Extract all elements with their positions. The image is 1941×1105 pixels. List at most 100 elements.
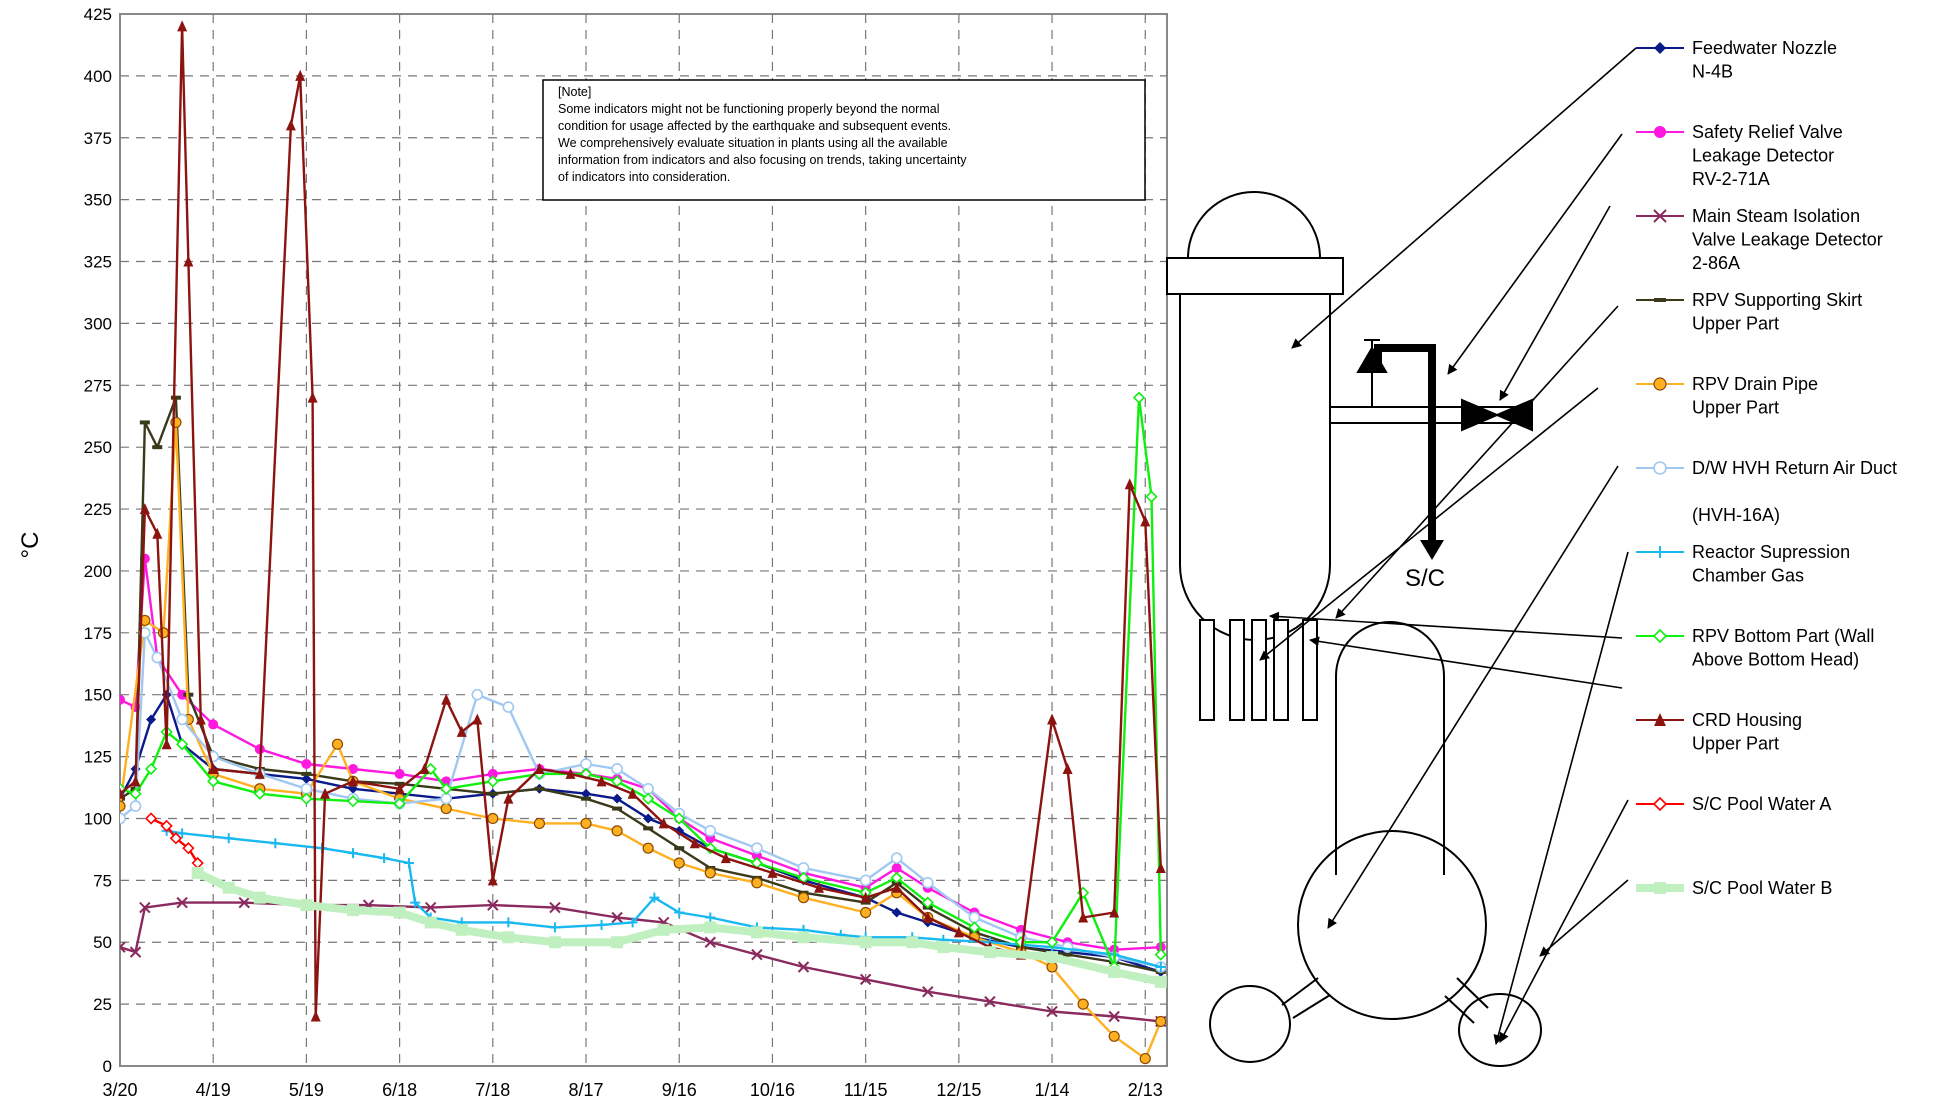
y-tick-label: 325	[84, 253, 112, 272]
data-point	[891, 881, 902, 893]
data-point	[548, 936, 561, 949]
data-point	[208, 762, 219, 774]
data-point	[704, 867, 716, 879]
data-point	[331, 738, 344, 750]
leader-arrow	[1327, 465, 1619, 929]
legend-label: CRD Housing	[1692, 710, 1802, 730]
x-tick-label: 3/20	[102, 1080, 137, 1100]
legend-label: (HVH-16A)	[1692, 505, 1780, 525]
data-point	[891, 862, 902, 873]
data-point	[440, 782, 453, 795]
x-axis-ticks: 3/20 4/19 5/19 6/18 7/18 8/17 9/16 10/16 11/15 12…	[102, 1080, 1162, 1100]
x-tick-label: 4/19	[196, 1080, 231, 1100]
data-point	[890, 852, 903, 864]
data-point	[705, 912, 716, 923]
legend-item: D/W HVH Return Air Duct (HVH-16A)	[1636, 458, 1897, 525]
legend-label: Upper Part	[1692, 734, 1779, 754]
y-tick-label: 225	[84, 500, 112, 519]
legend-marker	[1653, 209, 1667, 223]
y-tick-label: 25	[93, 995, 112, 1014]
data-point	[611, 763, 623, 775]
legend-item: RPV Supporting Skirt Upper Part	[1636, 290, 1862, 334]
control-rod-drive-housings	[1199, 619, 1318, 721]
data-point	[301, 771, 312, 776]
data-point	[891, 907, 902, 918]
data-point	[182, 842, 195, 855]
data-point	[254, 767, 265, 779]
data-point	[129, 946, 142, 958]
data-point	[393, 797, 406, 810]
data-point	[643, 813, 654, 824]
data-point	[440, 792, 453, 805]
series-5	[120, 627, 1167, 973]
legend-label: Safety Relief Valve	[1692, 122, 1843, 142]
legend-marker	[1654, 713, 1666, 726]
data-point	[1124, 478, 1135, 490]
data-point	[129, 800, 142, 812]
data-point	[534, 786, 545, 791]
data-point	[673, 857, 685, 869]
legend-item: RPV Bottom Part (Wall Above Bottom Head)	[1636, 626, 1874, 670]
data-point	[968, 921, 981, 934]
series-2	[120, 896, 1167, 1028]
note-title: [Note]	[558, 85, 591, 99]
data-point	[751, 948, 763, 961]
legend-item: Reactor Supression Chamber Gas	[1636, 542, 1850, 586]
leader-arrow	[1447, 133, 1623, 375]
data-point	[177, 689, 188, 700]
legend-label: Upper Part	[1692, 314, 1779, 334]
data-point	[424, 916, 437, 929]
y-tick-label: 75	[93, 871, 112, 890]
data-point	[1139, 1052, 1151, 1065]
y-tick-label: 350	[84, 191, 112, 210]
data-point	[1154, 975, 1167, 988]
legend-label: RV-2-71A	[1692, 169, 1770, 189]
data-point	[1061, 941, 1074, 953]
data-point	[549, 922, 560, 933]
legend-marker	[1652, 796, 1668, 812]
data-point	[704, 921, 717, 934]
x-tick-label: 7/18	[475, 1080, 510, 1100]
leader-arrow	[1335, 305, 1619, 619]
temperature-line-chart: 0 25 50 75 100 125 150 175 200 225 250 275 300 325 350…	[17, 5, 1168, 1100]
y-tick-label: 100	[84, 809, 112, 828]
y-tick-label: 175	[84, 624, 112, 643]
note-line: We comprehensively evaluate situation in…	[558, 136, 948, 150]
series-group	[120, 20, 1167, 1065]
data-point	[183, 255, 194, 267]
y-tick-label: 125	[84, 748, 112, 767]
series-line	[195, 869, 1162, 986]
legend-label: Feedwater Nozzle	[1692, 38, 1837, 58]
data-point	[195, 713, 206, 725]
data-point	[144, 812, 158, 825]
data-point	[176, 713, 188, 726]
leader-arrow	[1539, 879, 1629, 957]
data-point	[627, 917, 638, 928]
data-point	[1108, 1010, 1120, 1023]
data-point	[441, 693, 452, 705]
data-point	[767, 866, 778, 878]
data-point	[253, 787, 266, 800]
data-point	[1047, 713, 1058, 725]
leader-arrow	[1291, 47, 1637, 349]
data-point	[922, 986, 934, 998]
legend-item: S/C Pool Water A	[1636, 794, 1831, 814]
data-point	[424, 762, 437, 776]
data-point	[674, 825, 685, 836]
legend-marker	[1654, 546, 1666, 558]
series-line	[166, 829, 1162, 969]
data-point	[859, 973, 872, 986]
y-tick-label: 50	[93, 933, 112, 952]
data-point	[502, 701, 515, 713]
data-point	[471, 688, 484, 701]
data-point	[674, 846, 685, 851]
data-point	[750, 926, 763, 939]
data-point	[348, 848, 359, 859]
x-tick-label: 8/17	[569, 1080, 604, 1100]
data-point	[208, 719, 219, 730]
data-point	[596, 919, 607, 930]
data-point	[921, 896, 934, 909]
y-tick-label: 300	[84, 314, 112, 333]
data-point	[921, 877, 934, 889]
data-point	[751, 877, 763, 889]
